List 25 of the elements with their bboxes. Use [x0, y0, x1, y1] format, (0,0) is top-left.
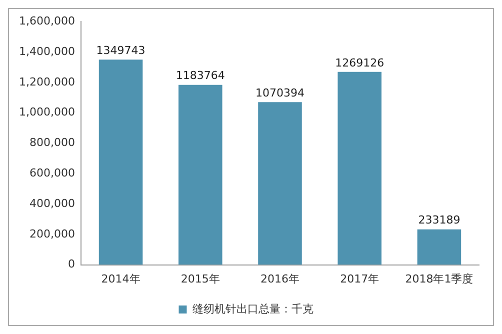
data-label: 1269126 [335, 56, 384, 70]
x-tick-label: 2016年 [260, 272, 300, 286]
y-tick-label: 1,200,000 [19, 75, 75, 88]
bar [417, 229, 462, 265]
y-tick-label: 200,000 [29, 227, 75, 240]
bar [98, 60, 143, 265]
y-tick-label: 400,000 [29, 196, 75, 210]
bar [258, 102, 302, 265]
data-label: 1183764 [176, 69, 225, 82]
x-tick-label: 2015年 [180, 272, 220, 286]
x-tick-label: 2017年 [340, 272, 380, 286]
legend-label: 缝纫机针出口总量：千克 [192, 302, 314, 316]
bar [338, 72, 382, 265]
y-tick-label: 1,400,000 [19, 44, 75, 58]
y-tick-label: 1,000,000 [19, 106, 75, 119]
y-tick-label: 600,000 [29, 166, 75, 180]
x-tick-label: 2018年1季度 [405, 272, 474, 286]
data-label: 1349743 [96, 44, 146, 57]
y-tick-label: 0 [68, 258, 75, 271]
data-label: 1070394 [255, 86, 304, 100]
data-label: 233189 [418, 214, 460, 227]
y-tick-label: 800,000 [29, 136, 75, 150]
bar [178, 84, 222, 265]
y-tick-label: 1,600,000 [19, 14, 75, 28]
x-tick-label: 2014年 [101, 272, 140, 286]
